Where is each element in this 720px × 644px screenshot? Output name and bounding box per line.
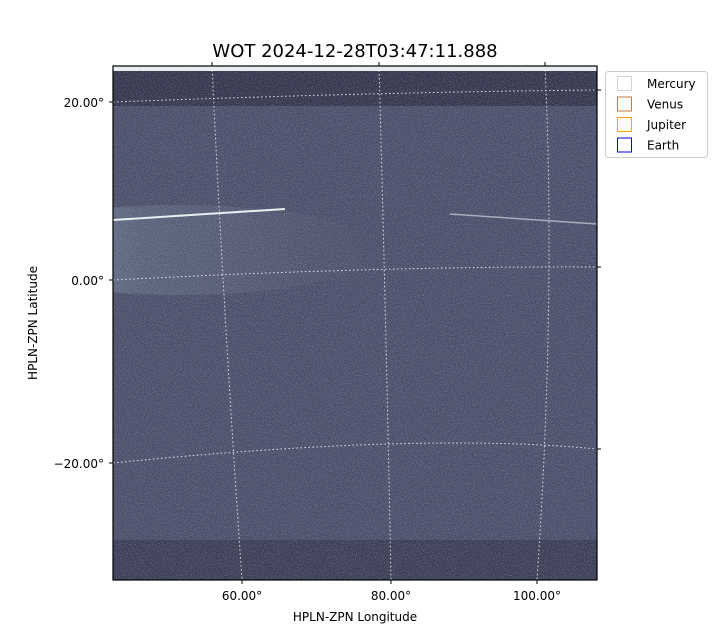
- y-axis-label: HPLN-ZPN Latitude: [26, 266, 40, 380]
- streak: [113, 208, 286, 221]
- legend-label: Mercury: [647, 77, 696, 91]
- streak: [449, 213, 597, 225]
- x-axis-label: HPLN-ZPN Longitude: [293, 610, 417, 624]
- legend-frame: [605, 71, 708, 158]
- legend-swatch: [617, 96, 632, 112]
- chart-title: WOT 2024-12-28T03:47:11.888: [212, 41, 497, 62]
- x-tick-label: 80.00°: [371, 589, 411, 603]
- legend-swatch: [617, 76, 632, 91]
- x-tick-label: 60.00°: [222, 589, 262, 603]
- gridline-lon-100: [536, 66, 550, 580]
- image-noise: [113, 66, 597, 580]
- x-tick-label: 100.00°: [513, 589, 561, 603]
- gridline-lat-20: [113, 89, 597, 103]
- legend-swatch: [617, 117, 632, 132]
- y-tick-label: −20.00°: [54, 457, 104, 471]
- legend: Mercury Venus Jupiter Earth: [605, 71, 708, 158]
- gridline-lat-minus20: [113, 442, 597, 464]
- image-top-edge: [113, 66, 597, 71]
- legend-swatch: [617, 137, 632, 153]
- y-tick-label: 0.00°: [71, 274, 104, 288]
- legend-label: Venus: [647, 98, 683, 112]
- axes-frame: [112, 65, 598, 581]
- image-area: [113, 66, 597, 580]
- y-tick-label: 20.00°: [64, 96, 104, 110]
- legend-label: Earth: [647, 139, 679, 153]
- legend-label: Jupiter: [646, 118, 686, 132]
- gridline-lat-0: [113, 266, 597, 281]
